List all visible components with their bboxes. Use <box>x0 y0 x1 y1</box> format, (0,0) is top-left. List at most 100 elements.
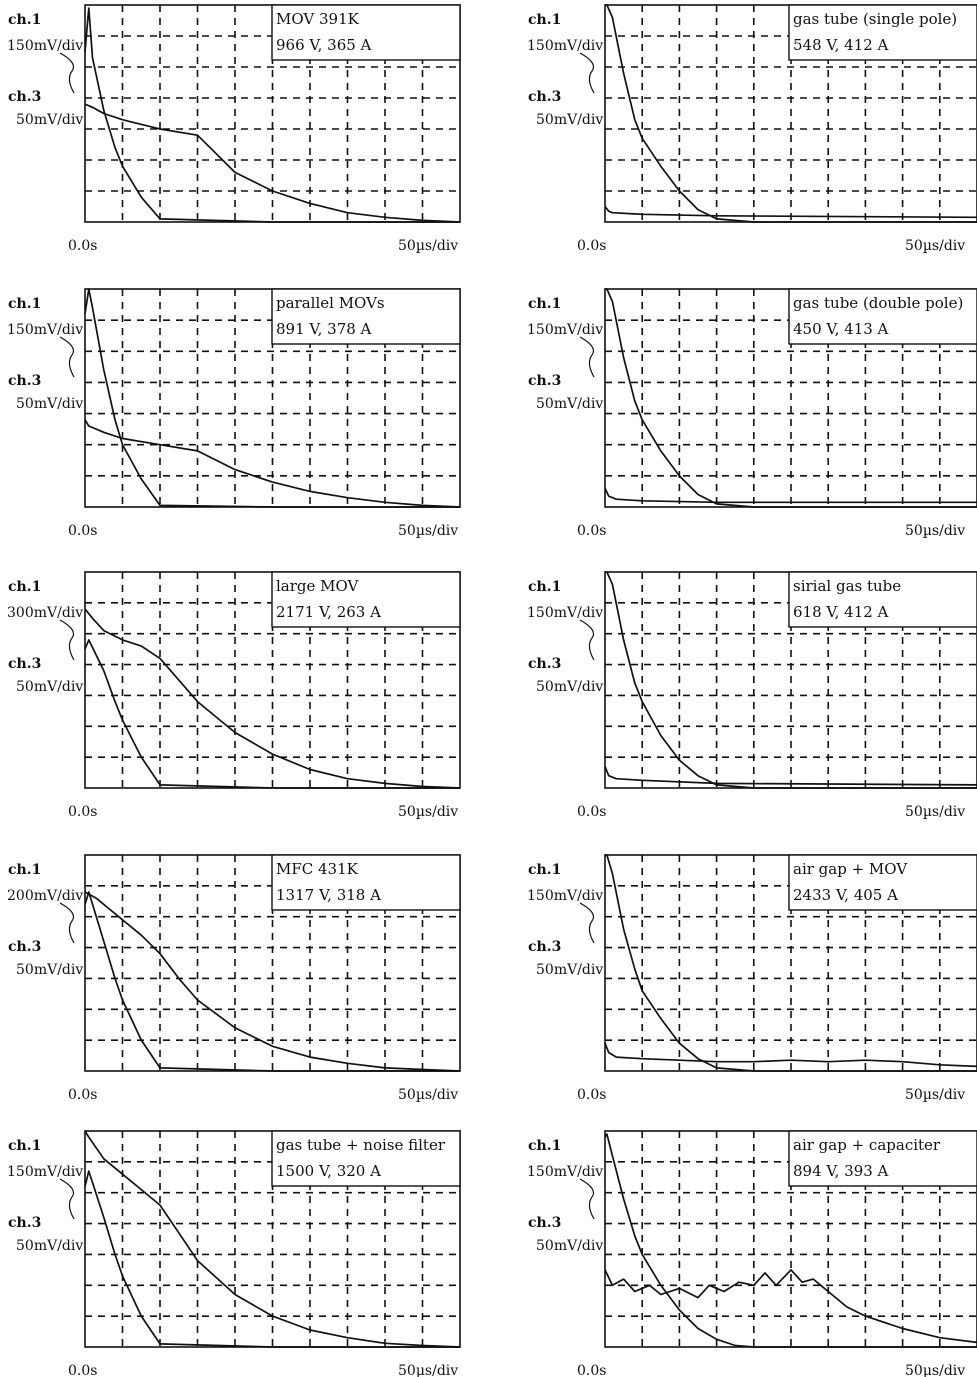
ch1-label: ch.1 <box>8 1138 41 1154</box>
ch3-trace <box>84 419 461 508</box>
ch3-trace <box>604 487 977 504</box>
channel-pointer-arrow <box>59 619 75 661</box>
panel-title: gas tube (double pole) <box>793 294 963 312</box>
scope-panel: gas tube (double pole) 450 V, 413 A ch.1 15… <box>527 288 977 539</box>
panel-readout: 894 V, 393 A <box>793 1162 889 1180</box>
panel-title: large MOV <box>276 577 360 595</box>
panel-readout: 966 V, 365 A <box>276 36 372 54</box>
ch3-label: ch.3 <box>8 656 41 672</box>
panel-readout: 450 V, 413 A <box>793 320 889 338</box>
scope-panel: MFC 431K 1317 V, 318 A ch.1 200mV/div ch.3 50… <box>7 854 461 1103</box>
panel-title: air gap + MOV <box>793 860 908 878</box>
ch3-label: ch.3 <box>528 89 561 105</box>
scope-panel: air gap + capaciter 894 V, 393 A ch.1 150mV… <box>527 1130 977 1377</box>
ch3-label: ch.3 <box>8 373 41 389</box>
ch3-trace <box>604 205 977 219</box>
ch1-scale: 150mV/div <box>527 322 603 338</box>
ch3-scale: 50mV/div <box>16 1238 83 1254</box>
ch1-scale: 150mV/div <box>7 322 83 338</box>
channel-pointer-arrow <box>59 902 75 944</box>
x-div-label: 50µs/div <box>905 1087 965 1103</box>
ch1-trace <box>84 1130 461 1348</box>
panel-title: MFC 431K <box>276 860 359 878</box>
readout-box <box>271 4 461 61</box>
readout-box <box>788 571 977 628</box>
ch3-scale: 50mV/div <box>536 1238 603 1254</box>
readout-box <box>271 854 461 911</box>
channel-pointer-arrow <box>59 1178 75 1220</box>
ch3-scale: 50mV/div <box>536 962 603 978</box>
ch1-scale: 150mV/div <box>7 1164 83 1180</box>
channel-pointer-arrow <box>579 336 595 378</box>
panel-title: parallel MOVs <box>276 294 385 312</box>
channel-pointer-arrow <box>579 52 595 94</box>
ch3-label: ch.3 <box>8 89 41 105</box>
ch3-scale: 50mV/div <box>16 396 83 412</box>
ch1-trace <box>84 608 461 789</box>
x-start-label: 0.0s <box>68 1363 97 1377</box>
readout-box <box>788 4 977 61</box>
ch1-scale: 200mV/div <box>7 888 83 904</box>
graticule <box>605 1131 977 1347</box>
panel-readout: 2171 V, 263 A <box>276 603 381 621</box>
ch1-scale: 150mV/div <box>527 605 603 621</box>
x-start-label: 0.0s <box>68 523 97 539</box>
channel-pointer-arrow <box>579 619 595 661</box>
graticule <box>85 572 460 788</box>
x-div-label: 50µs/div <box>398 804 458 820</box>
x-div-label: 50µs/div <box>398 1087 458 1103</box>
ch3-label: ch.3 <box>528 373 561 389</box>
panel-title: gas tube (single pole) <box>793 10 957 28</box>
x-start-label: 0.0s <box>577 1363 606 1377</box>
ch3-scale: 50mV/div <box>16 112 83 128</box>
scope-panel: gas tube (single pole) 548 V, 412 A ch.1 15… <box>527 4 977 254</box>
panel-readout: 1500 V, 320 A <box>276 1162 381 1180</box>
ch1-scale: 150mV/div <box>527 38 603 54</box>
ch1-scale: 150mV/div <box>7 38 83 54</box>
scope-panel: large MOV 2171 V, 263 A ch.1 300mV/div ch.3 5… <box>7 571 461 820</box>
x-div-label: 50µs/div <box>905 804 965 820</box>
ch1-trace <box>84 7 460 223</box>
x-start-label: 0.0s <box>577 238 606 254</box>
ch1-label: ch.1 <box>528 296 561 312</box>
panel-title: gas tube + noise filter <box>276 1136 446 1154</box>
ch1-trace <box>605 4 977 223</box>
readout-box <box>788 288 977 345</box>
ch1-label: ch.1 <box>528 1138 561 1154</box>
scope-panel: MOV 391K 966 V, 365 A ch.1 150mV/div ch.3 50m… <box>7 4 461 254</box>
x-div-label: 50µs/div <box>905 238 965 254</box>
ch1-trace <box>605 288 977 508</box>
panel-readout: 891 V, 378 A <box>276 320 372 338</box>
ch3-scale: 50mV/div <box>536 679 603 695</box>
ch1-label: ch.1 <box>528 12 561 28</box>
ch1-label: ch.1 <box>528 862 561 878</box>
channel-pointer-arrow <box>579 902 595 944</box>
x-start-label: 0.0s <box>577 1087 606 1103</box>
ch1-trace <box>605 571 977 789</box>
x-start-label: 0.0s <box>68 804 97 820</box>
panel-title: sirial gas tube <box>793 577 901 595</box>
ch3-label: ch.3 <box>528 656 561 672</box>
channel-pointer-arrow <box>579 1178 595 1220</box>
x-start-label: 0.0s <box>577 523 606 539</box>
panel-readout: 548 V, 412 A <box>793 36 889 54</box>
ch3-trace <box>84 1170 460 1348</box>
scope-panel: air gap + MOV 2433 V, 405 A ch.1 150mV/div c… <box>527 854 977 1103</box>
ch1-label: ch.1 <box>8 12 41 28</box>
readout-box <box>788 1130 977 1187</box>
ch3-label: ch.3 <box>528 1215 561 1231</box>
ch1-scale: 150mV/div <box>527 1164 603 1180</box>
graticule <box>605 855 977 1071</box>
panel-title: MOV 391K <box>276 10 360 28</box>
scope-panel: gas tube + noise filter 1500 V, 320 A ch.1… <box>7 1130 461 1377</box>
panel-title: air gap + capaciter <box>793 1136 941 1154</box>
channel-pointer-arrow <box>59 52 75 94</box>
ch3-label: ch.3 <box>528 939 561 955</box>
scope-panel: sirial gas tube 618 V, 412 A ch.1 150mV/div… <box>527 571 977 820</box>
ch3-trace <box>84 639 460 789</box>
x-div-label: 50µs/div <box>398 238 458 254</box>
ch1-scale: 300mV/div <box>7 605 83 621</box>
x-div-label: 50µs/div <box>905 523 965 539</box>
ch1-trace <box>605 854 977 1072</box>
